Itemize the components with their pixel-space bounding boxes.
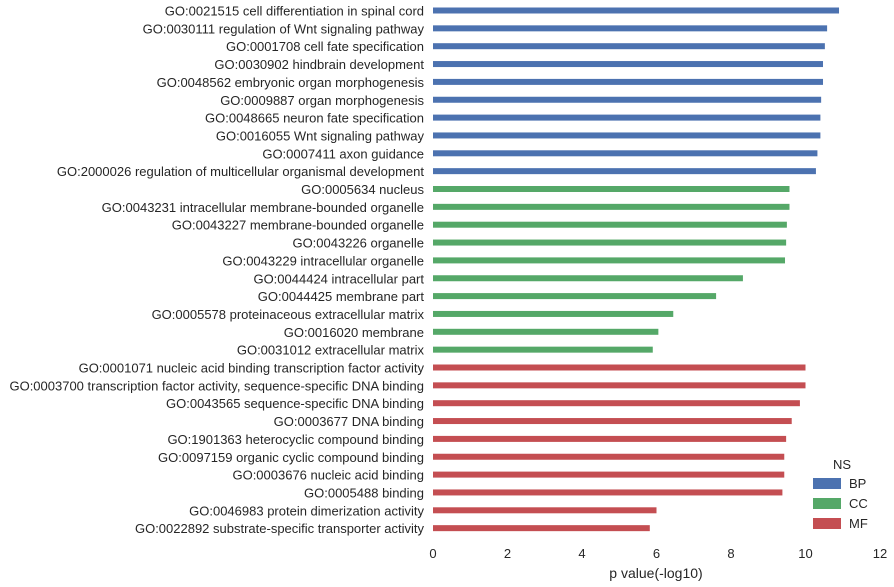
bar-cc	[433, 293, 717, 300]
bar-bp	[433, 96, 822, 103]
bar-mf	[433, 453, 785, 460]
legend-swatch-cc	[813, 498, 841, 509]
category-label: GO:0043565 sequence-specific DNA binding	[166, 396, 424, 411]
category-label: GO:0003676 nucleic acid binding	[232, 468, 424, 483]
category-label: GO:0030902 hindbrain development	[214, 57, 424, 72]
x-tick-label: 8	[727, 546, 734, 561]
category-label: GO:0022892 substrate-specific transporte…	[135, 521, 425, 536]
bar-bp	[433, 150, 818, 157]
bar-mf	[433, 507, 657, 514]
category-label: GO:0009887 organ morphogenesis	[220, 93, 424, 108]
legend: NS BP CC MF	[813, 457, 868, 531]
category-label: GO:0048665 neuron fate specification	[205, 111, 424, 126]
bar-bp	[433, 132, 821, 139]
x-tick-label: 10	[798, 546, 812, 561]
category-label: GO:2000026 regulation of multicellular o…	[57, 164, 424, 179]
bar-mf	[433, 525, 650, 532]
bar-cc	[433, 239, 787, 246]
category-label: GO:0003700 transcription factor activity…	[9, 378, 424, 393]
category-label: GO:0005488 binding	[304, 485, 424, 500]
bar-cc	[433, 310, 674, 317]
bar-cc	[433, 275, 743, 282]
category-label: GO:0043226 organelle	[292, 236, 424, 251]
bar-mf	[433, 489, 783, 496]
category-label: GO:0003677 DNA binding	[274, 414, 424, 429]
bar-bp	[433, 61, 824, 68]
bar-cc	[433, 221, 787, 228]
bar-mf	[433, 418, 792, 425]
category-label: GO:0046983 protein dimerization activity	[189, 503, 424, 518]
bar-mf	[433, 435, 787, 442]
x-tick-label: 12	[873, 546, 887, 561]
category-label: GO:0031012 extracellular matrix	[237, 343, 425, 358]
category-label: GO:0001071 nucleic acid binding transcri…	[79, 361, 425, 376]
bar-bp	[433, 43, 825, 50]
category-label: GO:0005578 proteinaceous extracellular m…	[152, 307, 425, 322]
category-label: GO:0001708 cell fate specification	[226, 39, 424, 54]
category-labels: GO:0021515 cell differentiation in spina…	[9, 4, 424, 537]
bar-cc	[433, 328, 659, 335]
category-label: GO:0043231 intracellular membrane-bounde…	[102, 200, 424, 215]
x-axis: 0 2 4 6 8 10 12	[429, 546, 887, 561]
x-axis-label: p value(-log10)	[609, 565, 702, 581]
legend-swatch-bp	[813, 478, 841, 489]
category-label: GO:0044424 intracellular part	[253, 271, 424, 286]
category-label: GO:0044425 membrane part	[258, 289, 425, 304]
bar-bp	[433, 114, 821, 121]
bars-layer	[433, 7, 840, 532]
bar-cc	[433, 186, 790, 192]
category-label: GO:1901363 heterocyclic compound binding	[167, 432, 424, 447]
legend-swatch-mf	[813, 518, 841, 529]
legend-title: NS	[833, 457, 851, 472]
bar-mf	[433, 471, 785, 478]
bar-mf	[433, 382, 806, 389]
category-label: GO:0016020 membrane	[284, 325, 424, 340]
category-label: GO:0007411 axon guidance	[262, 146, 424, 161]
category-label: GO:0043229 intracellular organelle	[222, 253, 424, 268]
bar-cc	[433, 257, 786, 264]
bar-mf	[433, 364, 806, 371]
category-label: GO:0048562 embryonic organ morphogenesis	[157, 75, 425, 90]
category-label: GO:0030111 regulation of Wnt signaling p…	[143, 21, 425, 36]
category-label: GO:0005634 nucleus	[301, 182, 424, 197]
legend-label: CC	[849, 496, 868, 511]
bar-mf	[433, 400, 800, 407]
x-tick-label: 2	[504, 546, 511, 561]
category-label: GO:0016055 Wnt signaling pathway	[216, 128, 425, 143]
x-tick-label: 0	[429, 546, 436, 561]
bar-bp	[433, 78, 824, 85]
category-label: GO:0021515 cell differentiation in spina…	[165, 4, 424, 19]
legend-label: BP	[849, 476, 866, 491]
bar-bp	[433, 7, 840, 14]
x-tick-label: 4	[578, 546, 585, 561]
category-label: GO:0043227 membrane-bounded organelle	[172, 218, 424, 233]
bar-bp	[433, 25, 828, 32]
bar-cc	[433, 203, 790, 210]
bar-cc	[433, 346, 653, 353]
legend-label: MF	[849, 516, 868, 531]
x-tick-label: 6	[653, 546, 660, 561]
category-label: GO:0097159 organic cyclic compound bindi…	[158, 450, 424, 465]
bar-bp	[433, 168, 816, 175]
